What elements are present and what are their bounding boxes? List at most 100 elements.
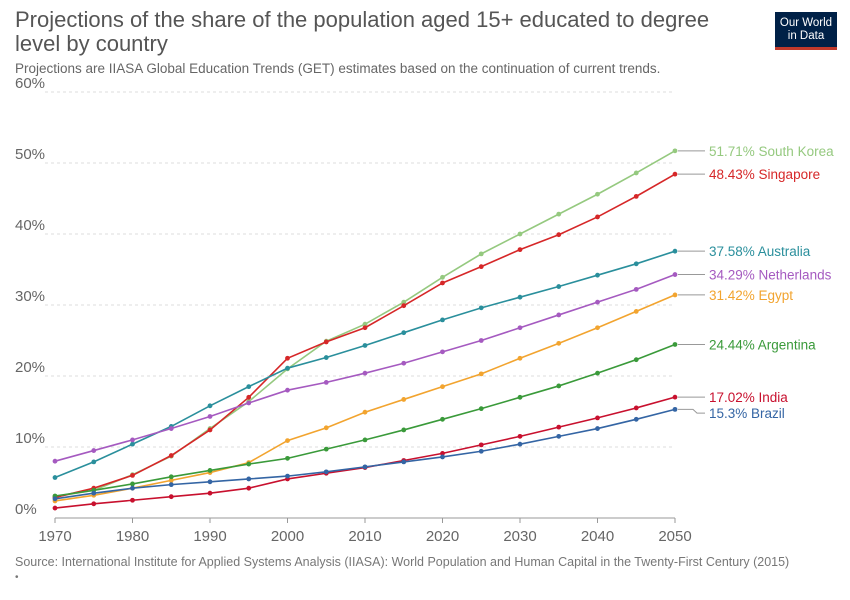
data-point-australia[interactable] [285, 365, 290, 371]
end-label-netherlands[interactable]: 34.29% Netherlands [709, 268, 832, 283]
data-point-argentina[interactable] [362, 437, 368, 443]
end-label-argentina[interactable]: 24.44% Argentina [709, 337, 816, 352]
data-point-singapore[interactable] [672, 171, 678, 177]
data-point-australia[interactable] [91, 459, 97, 465]
data-point-india[interactable] [478, 442, 484, 448]
data-point-india[interactable] [517, 433, 523, 439]
data-point-india[interactable] [633, 405, 639, 411]
data-point-singapore[interactable] [130, 473, 135, 478]
data-point-argentina[interactable] [672, 342, 678, 347]
owid-logo[interactable]: Our World in Data [775, 12, 837, 50]
data-point-netherlands[interactable] [478, 338, 484, 343]
data-point-australia[interactable] [517, 294, 523, 300]
data-point-singapore[interactable] [556, 232, 562, 238]
data-point-egypt[interactable] [478, 371, 484, 377]
data-point-australia[interactable] [130, 441, 135, 447]
data-point-singapore[interactable] [362, 325, 368, 331]
data-point-south-korea[interactable] [517, 231, 523, 237]
data-point-egypt[interactable] [323, 425, 329, 431]
data-point-argentina[interactable] [246, 461, 252, 467]
data-point-singapore[interactable] [246, 394, 252, 400]
data-point-singapore[interactable] [285, 355, 290, 361]
data-point-netherlands[interactable] [246, 400, 252, 406]
data-point-brazil[interactable] [323, 469, 329, 475]
data-point-brazil[interactable] [595, 426, 600, 431]
series-singapore[interactable] [52, 171, 678, 500]
data-point-india[interactable] [672, 394, 678, 400]
data-point-south-korea[interactable] [633, 170, 639, 176]
data-point-netherlands[interactable] [52, 458, 58, 464]
data-point-netherlands[interactable] [633, 286, 639, 292]
data-point-brazil[interactable] [362, 464, 368, 470]
data-point-india[interactable] [91, 501, 97, 507]
data-point-netherlands[interactable] [401, 360, 407, 366]
data-point-south-korea[interactable] [595, 191, 600, 197]
data-point-south-korea[interactable] [556, 211, 562, 217]
data-point-argentina[interactable] [168, 474, 174, 480]
end-label-australia[interactable]: 37.58% Australia [709, 244, 811, 259]
data-point-egypt[interactable] [595, 325, 600, 331]
data-point-netherlands[interactable] [362, 370, 368, 376]
data-point-india[interactable] [52, 505, 58, 511]
data-point-brazil[interactable] [478, 448, 484, 454]
series-line-singapore[interactable] [54, 173, 676, 499]
data-point-netherlands[interactable] [323, 379, 329, 385]
data-point-netherlands[interactable] [91, 448, 97, 453]
data-point-netherlands[interactable] [595, 299, 600, 305]
end-label-egypt[interactable]: 31.42% Egypt [709, 288, 793, 303]
data-point-netherlands[interactable] [672, 272, 678, 277]
data-point-netherlands[interactable] [440, 349, 445, 355]
data-point-singapore[interactable] [517, 247, 523, 253]
data-point-singapore[interactable] [207, 427, 213, 433]
data-point-netherlands[interactable] [130, 437, 135, 443]
data-point-australia[interactable] [633, 261, 639, 267]
data-point-netherlands[interactable] [556, 312, 562, 318]
data-point-australia[interactable] [595, 272, 600, 278]
data-point-argentina[interactable] [595, 370, 600, 376]
end-label-south-korea[interactable]: 51.71% South Korea [709, 144, 834, 159]
data-point-argentina[interactable] [323, 446, 329, 452]
series-brazil[interactable] [52, 406, 678, 502]
data-point-egypt[interactable] [440, 384, 445, 390]
data-point-brazil[interactable] [556, 433, 562, 439]
data-point-netherlands[interactable] [168, 426, 174, 431]
data-point-australia[interactable] [440, 317, 445, 323]
data-point-egypt[interactable] [401, 397, 407, 402]
data-point-brazil[interactable] [285, 473, 290, 479]
data-point-india[interactable] [168, 494, 174, 500]
data-point-south-korea[interactable] [672, 148, 678, 154]
data-point-india[interactable] [246, 485, 252, 491]
end-label-india[interactable]: 17.02% India [709, 390, 788, 405]
data-point-australia[interactable] [672, 248, 678, 254]
data-point-brazil[interactable] [207, 479, 213, 485]
data-point-south-korea[interactable] [362, 321, 368, 327]
data-point-india[interactable] [440, 450, 445, 456]
data-point-singapore[interactable] [633, 193, 639, 199]
data-point-netherlands[interactable] [285, 387, 290, 393]
series-australia[interactable] [52, 248, 678, 480]
data-point-india[interactable] [595, 415, 600, 421]
data-point-brazil[interactable] [246, 476, 252, 482]
data-point-australia[interactable] [323, 355, 329, 360]
series-netherlands[interactable] [52, 272, 678, 464]
data-point-egypt[interactable] [672, 292, 678, 298]
data-point-netherlands[interactable] [517, 325, 523, 331]
data-point-argentina[interactable] [401, 427, 407, 433]
data-point-brazil[interactable] [517, 441, 523, 447]
data-point-singapore[interactable] [401, 303, 407, 309]
data-point-singapore[interactable] [168, 453, 174, 458]
series-line-argentina[interactable] [54, 343, 676, 497]
data-point-brazil[interactable] [633, 416, 639, 422]
end-label-singapore[interactable]: 48.43% Singapore [709, 167, 820, 182]
end-label-brazil[interactable]: 15.3% Brazil [709, 406, 785, 421]
data-point-argentina[interactable] [633, 357, 639, 363]
data-point-argentina[interactable] [130, 481, 135, 487]
data-point-australia[interactable] [556, 284, 562, 289]
data-point-india[interactable] [556, 424, 562, 430]
data-point-brazil[interactable] [130, 485, 135, 491]
data-point-egypt[interactable] [633, 308, 639, 314]
data-point-india[interactable] [130, 497, 135, 503]
data-point-singapore[interactable] [323, 339, 329, 345]
data-point-argentina[interactable] [440, 416, 445, 422]
data-point-brazil[interactable] [672, 406, 678, 412]
